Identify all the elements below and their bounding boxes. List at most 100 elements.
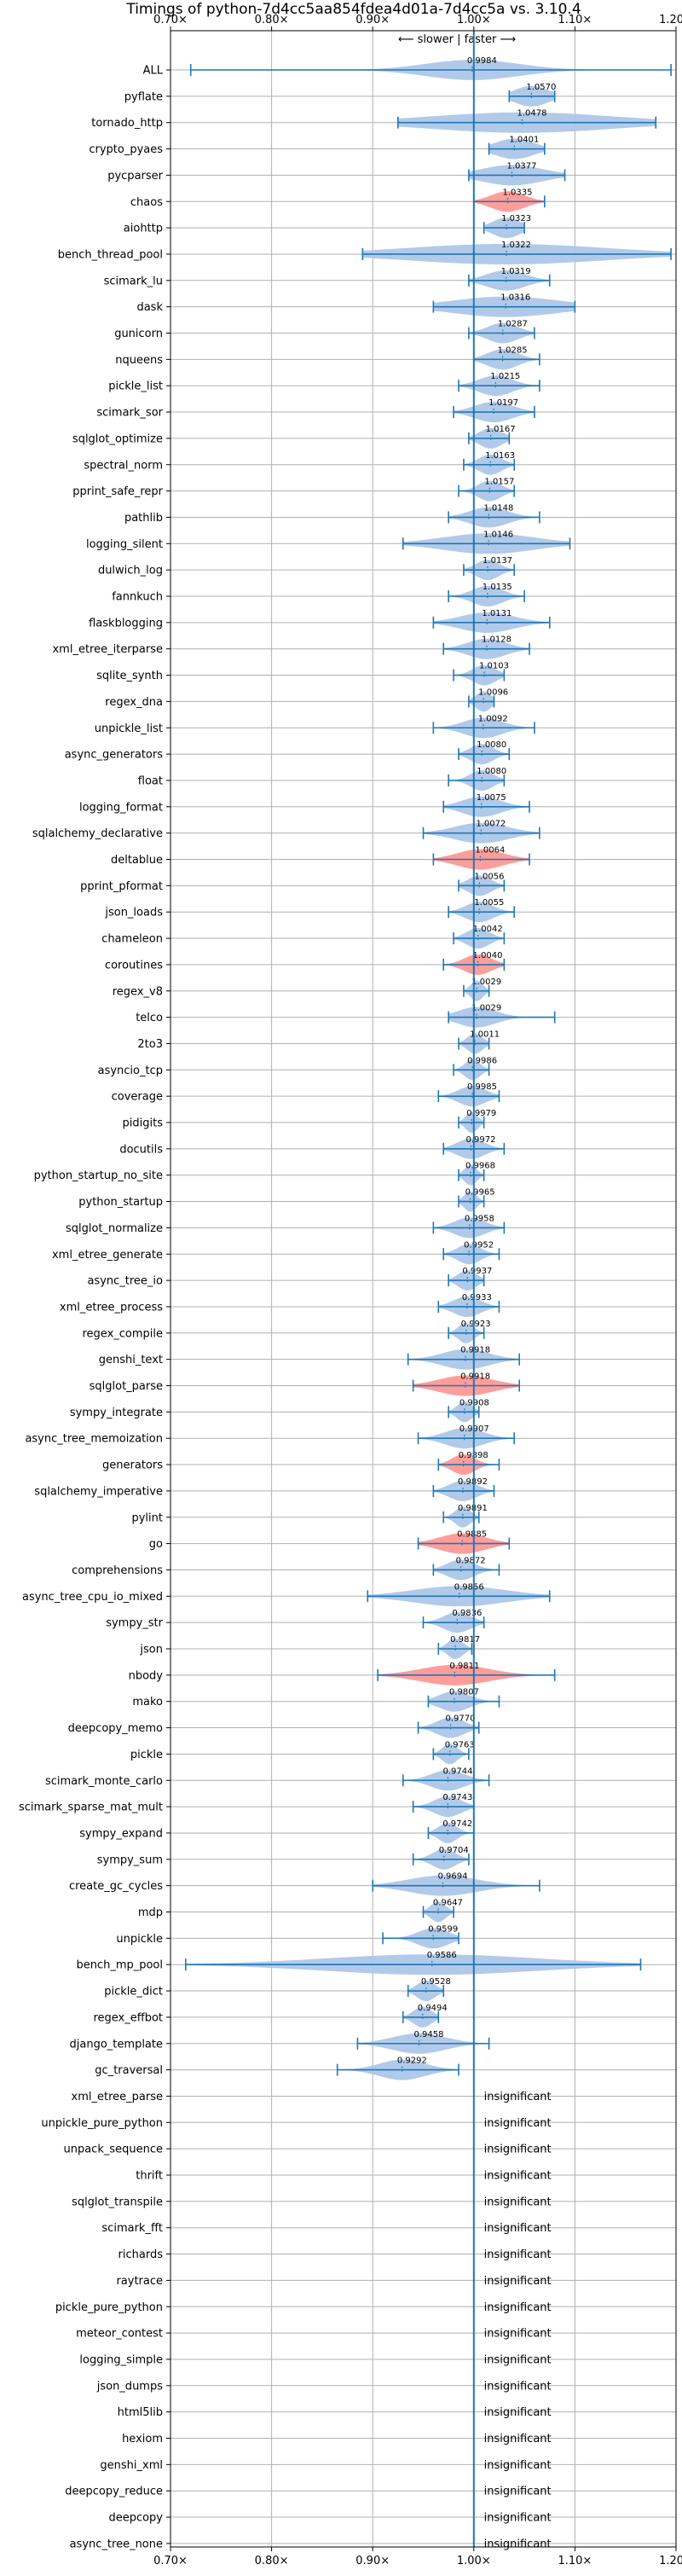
- value-label: 0.9836: [452, 1609, 482, 1618]
- benchmark-row: pickle_dict 0.9528: [104, 1977, 451, 2002]
- benchmark-row: regex_v8 1.0029: [113, 978, 501, 1001]
- benchmark-row: aiohttp 1.0323: [124, 214, 531, 239]
- benchmark-row: 2to3 1.0011: [137, 1030, 500, 1054]
- value-label: 1.0075: [477, 793, 506, 803]
- value-label: 0.9586: [427, 1951, 457, 1960]
- value-label: 1.0285: [498, 345, 528, 355]
- insignificant-label: insignificant: [484, 2459, 552, 2472]
- insignificant-label: insignificant: [484, 2117, 552, 2130]
- benchmark-label: pathlib: [124, 512, 163, 525]
- value-label: 1.0128: [482, 635, 512, 645]
- x-tick-label-top: 0.90×: [355, 14, 390, 26]
- value-label: 1.0316: [500, 293, 530, 303]
- benchmark-row: logging_format 1.0075: [79, 793, 530, 817]
- benchmark-row: telco 1.0029: [136, 1004, 556, 1028]
- benchmark-row: json_dumps insignificant: [96, 2380, 552, 2393]
- benchmark-row: docutils 0.9972: [119, 1135, 506, 1159]
- benchmark-label: scimark_monte_carlo: [45, 1775, 163, 1788]
- benchmark-row: unpickle_list 1.0092: [95, 714, 535, 739]
- benchmark-row: sympy_integrate0.9908: [70, 1398, 489, 1423]
- benchmark-row: sqlalchemy_imperative 0.9892: [34, 1477, 495, 1501]
- insignificant-label: insignificant: [484, 2196, 552, 2208]
- x-tick-label-bottom: 0.90×: [355, 2555, 390, 2567]
- benchmark-row: xml_etree_process 0.9933: [60, 1293, 500, 1317]
- benchmark-label: pyflate: [124, 90, 163, 103]
- benchmark-row: spectral_norm 1.0163: [84, 451, 515, 475]
- benchmark-label: logging_simple: [79, 2353, 163, 2366]
- benchmark-row: thrift insignificant: [136, 2170, 551, 2183]
- benchmark-row: richards insignificant: [118, 2248, 552, 2261]
- benchmark-label: flaskblogging: [89, 617, 163, 629]
- insignificant-label: insignificant: [484, 2275, 552, 2288]
- benchmark-row: mdp 0.9647: [138, 1899, 463, 1923]
- benchmark-label: deepcopy_reduce: [65, 2486, 163, 2498]
- benchmark-row: logging_silent 1.0146: [86, 530, 571, 554]
- benchmark-label: dulwich_log: [98, 565, 163, 577]
- value-label: 1.0478: [517, 109, 546, 119]
- value-label: 0.9807: [449, 1688, 479, 1697]
- benchmark-row: async_tree_memoization0.9907: [25, 1424, 516, 1449]
- benchmark-label: regex_effbot: [93, 2011, 163, 2024]
- benchmark-label: docutils: [119, 1143, 163, 1156]
- benchmark-label: logging_silent: [86, 538, 163, 551]
- insignificant-label: insignificant: [484, 2406, 552, 2419]
- benchmark-row: sqlglot_transpile insignificant: [72, 2196, 552, 2208]
- value-label: 0.9704: [439, 1846, 469, 1855]
- benchmark-row: xml_etree_parse insignificant: [72, 2091, 552, 2103]
- benchmark-label: raytrace: [116, 2275, 163, 2288]
- benchmark-label: gunicorn: [114, 328, 163, 340]
- benchmark-row: sqlalchemy_declarative 1.0072: [32, 820, 540, 844]
- value-label: 1.0287: [498, 320, 528, 329]
- value-label: 0.9965: [465, 1188, 495, 1198]
- value-label: 1.0072: [476, 820, 506, 829]
- benchmark-row: json 0.9817: [139, 1635, 480, 1659]
- value-label: 0.9647: [433, 1899, 463, 1908]
- value-label: 1.0137: [483, 556, 512, 566]
- benchmark-row: raytrace insignificant: [116, 2275, 551, 2288]
- value-label: 1.0323: [501, 214, 531, 223]
- insignificant-label: insignificant: [484, 2328, 552, 2341]
- x-tick-label-top: 1.10×: [558, 14, 592, 26]
- benchmark-label: genshi_text: [99, 1354, 163, 1366]
- benchmark-label: async_tree_cpu_io_mixed: [22, 1591, 163, 1604]
- value-label: 0.9694: [438, 1872, 468, 1882]
- benchmark-row: sqlglot_parse 0.9918: [90, 1372, 520, 1396]
- benchmark-label: aiohttp: [124, 223, 163, 235]
- value-label: 1.0029: [471, 1004, 501, 1013]
- value-label: 1.0401: [509, 136, 539, 145]
- benchmark-row: pidigits 0.9979: [123, 1109, 496, 1133]
- benchmark-label: sympy_integrate: [70, 1407, 163, 1419]
- benchmark-label: pprint_safe_repr: [72, 485, 163, 498]
- x-axis-bottom: 0.70× 0.80× 0.90× 1.00× 1.10× 1.20×: [153, 2547, 682, 2567]
- benchmark-label: chaos: [130, 196, 163, 209]
- benchmark-label: unpack_sequence: [63, 2144, 163, 2156]
- benchmark-label: sympy_sum: [97, 1854, 163, 1866]
- benchmark-label: scimark_sor: [96, 407, 163, 420]
- benchmark-row: bench_thread_pool 1.0322: [58, 241, 672, 264]
- benchmark-row: coroutines 1.0040: [105, 951, 506, 975]
- value-label: 0.9856: [454, 1582, 484, 1592]
- benchmark-label: unpickle_list: [95, 722, 163, 735]
- value-label: 1.0064: [475, 846, 505, 856]
- benchmark-row: scimark_fft insignificant: [101, 2222, 551, 2235]
- insignificant-label: insignificant: [484, 2353, 552, 2366]
- benchmark-row: sympy_expand 0.9742: [79, 1819, 475, 1843]
- value-label: 1.0096: [478, 688, 508, 697]
- benchmark-row: xml_etree_iterparse 1.0128: [52, 635, 530, 659]
- chart-title: Timings of python-7d4cc5aa854fdea4d01a-7…: [125, 1, 581, 18]
- benchmark-row: comprehensions 0.9872: [72, 1556, 500, 1581]
- benchmark-row: coverage 0.9985: [112, 1082, 500, 1107]
- value-label: 0.9872: [456, 1556, 486, 1565]
- benchmark-row: bench_mp_pool 0.9586: [76, 1951, 642, 1976]
- benchmark-label: sqlalchemy_imperative: [34, 1485, 163, 1498]
- benchmark-label: pycparser: [107, 170, 163, 183]
- value-label: 1.0040: [473, 951, 503, 960]
- insignificant-label: insignificant: [484, 2222, 552, 2235]
- benchmark-label: float: [138, 775, 163, 787]
- benchmark-label: dask: [136, 301, 163, 314]
- value-label: 1.0092: [478, 714, 508, 723]
- benchmark-row: pycparser 1.0377: [107, 161, 566, 186]
- benchmark-label: sqlglot_optimize: [72, 432, 163, 445]
- benchmark-label: crypto_pyaes: [89, 143, 163, 156]
- value-label: 0.9599: [428, 1924, 458, 1934]
